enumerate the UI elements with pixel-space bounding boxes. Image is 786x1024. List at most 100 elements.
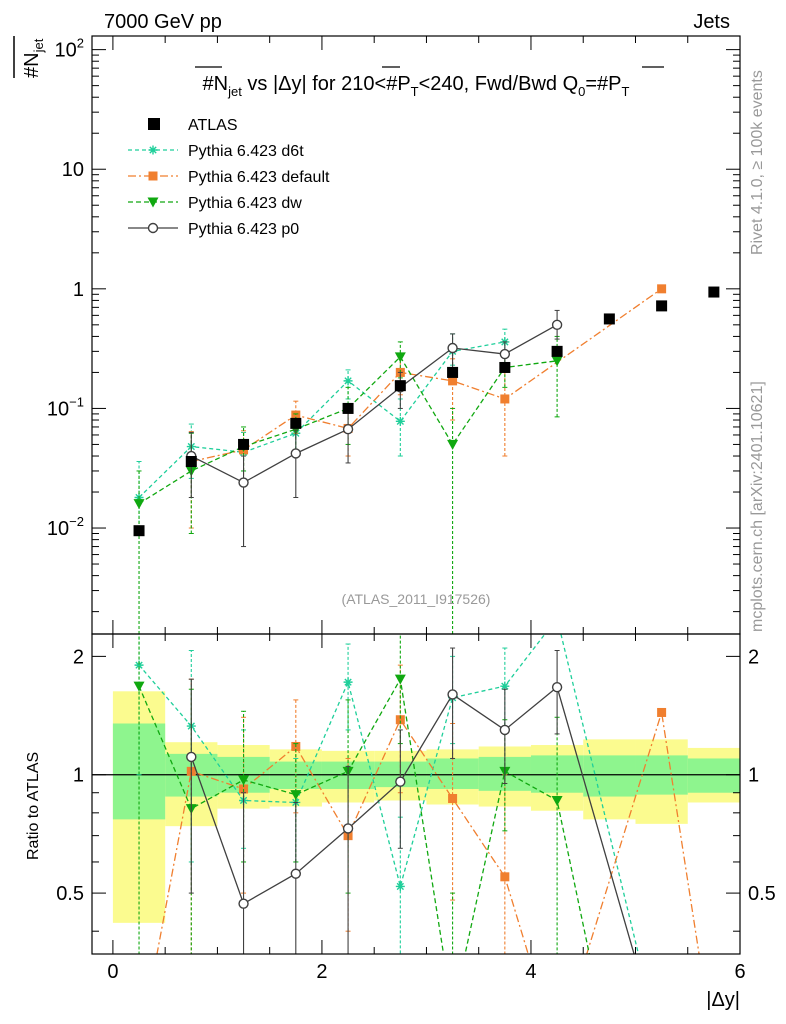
ratio-default-marker [500,872,510,882]
atlas-data-point [185,455,197,467]
main-y-tick-label: 10 [62,159,84,181]
ratio-y-tick-label-left: 2 [73,646,84,668]
main-y-tick-label-exponent: 2 [77,36,84,51]
main-y-tick-label-base: 1 [73,279,84,301]
atlas-data-point [499,361,511,373]
main-d6t-marker [395,416,405,426]
legend-p0-label: Pythia 6.423 p0 [188,221,299,238]
x-tick-label: 4 [525,961,536,983]
ratio-default-marker [448,794,458,804]
ratio-panel-data [133,614,700,1017]
x-axis-label: |Δy| [706,989,740,1011]
mcplots-label: mcplots.cern.ch [arXiv:2401.10621] [749,381,766,632]
atlas-data-point [447,366,459,378]
ratio-y-tick-label-right: 0.5 [748,883,776,905]
ratio-dw-marker [238,775,250,786]
ratio-p0-marker [551,681,563,693]
main-dw-marker [447,439,459,450]
main-y-tick-label-exponent: −2 [69,514,84,529]
atlas-data-point [603,313,615,325]
main-dw-marker [133,499,145,510]
ratio-p0-marker [395,776,406,787]
atlas-data-point [551,345,563,357]
main-p0-marker [551,319,563,331]
x-tick-label: 2 [316,961,327,983]
ratio-inner-band [583,755,636,797]
legend: ATLAS Pythia 6.423 d6t Pythia 6.423 defaul… [128,117,330,238]
x-tick-label: 0 [107,961,118,983]
legend-d6t-marker [148,145,158,155]
ratio-p0-marker [238,898,249,909]
legend-atlas-marker [148,118,160,130]
main-p0-line [190,324,558,484]
main-y-tick-label-base: 10 [47,398,69,420]
ratio-panel-axes: 0.5 0.5 1 1 2 2 0 2 4 6 [56,633,776,983]
ratio-dw-line [138,677,590,954]
main-dw-marker [551,356,563,367]
main-y-tick-label: 10−1 [47,394,84,420]
main-y-tick-label: 10−2 [47,514,84,540]
ratio-d6t-marker [343,677,353,687]
ratio-d6t-marker [553,614,562,623]
ratio-uncertainty-bands [112,691,740,923]
atlas-data-point [290,417,302,429]
ratio-inner-band [687,758,740,793]
main-y-tick-label-base: 10 [55,40,77,62]
ratio-d6t-marker [134,660,144,670]
main-y-tick-label: 102 [55,36,84,62]
main-p0-marker [447,342,458,354]
main-d6t-line [138,341,505,498]
ratio-y-tick-label-left: 0.5 [56,883,84,905]
main-y-tick-label: 1 [73,279,84,301]
ratio-dw-marker [551,795,563,806]
main-y-tick-label-base: 10 [62,159,84,181]
ratio-y-tick-label-left: 1 [73,765,84,787]
main-dw-line [138,355,558,505]
atlas-data-point [708,286,720,298]
main-p0-marker [342,424,354,435]
ratio-panel-frame [91,633,741,955]
ratio-p0-marker [499,724,511,736]
ratio-p0-marker [342,823,354,834]
plot-title: #Njet vs |Δy| for 210<#PT<240, Fwd/Bwd Q… [203,73,630,99]
atlas-data-point [133,525,145,537]
main-p0-marker [290,448,302,459]
main-d6t-marker [343,376,353,386]
header-energy-label: 7000 GeV pp [104,11,222,33]
legend-dw-marker [147,197,159,208]
ratio-p0-marker [447,689,458,700]
main-default-line [191,288,662,463]
main-p0-marker [238,477,249,488]
ratio-dw-marker [394,674,406,685]
ratio-dw-marker [133,681,145,692]
legend-p0-marker [147,222,159,234]
ratio-dw-marker [447,1007,458,1017]
main-default-marker [500,394,510,404]
main-y-tick-label-base: 10 [47,518,69,540]
legend-atlas-label: ATLAS [188,117,238,134]
ratio-default-marker [395,715,405,725]
ratio-y-tick-label-right: 2 [748,646,759,668]
ratio-default-marker [657,707,667,717]
ratio-d6t-marker [500,681,510,691]
analysis-watermark: (ATLAS_2011_I917526) [342,591,491,607]
main-default-marker [448,376,458,386]
ratio-p0-line [190,686,635,954]
ratio-dw-marker [290,790,302,801]
main-panel-data [133,284,667,634]
main-default-marker [657,284,667,294]
rivet-version-label: Rivet 4.1.0, ≥ 100k events [749,70,766,255]
legend-dw-label: Pythia 6.423 dw [188,195,302,212]
legend-default-label: Pythia 6.423 default [188,169,330,186]
legend-default-marker [148,171,158,181]
atlas-markers [133,286,720,537]
main-default-marker [291,410,301,420]
main-dw-marker [394,352,406,363]
legend-d6t-label: Pythia 6.423 d6t [188,143,304,160]
ratio-d6t-marker [395,881,405,891]
header-jets-label: Jets [693,11,730,33]
ratio-p0-marker [290,868,302,879]
x-tick-label: 6 [734,961,745,983]
